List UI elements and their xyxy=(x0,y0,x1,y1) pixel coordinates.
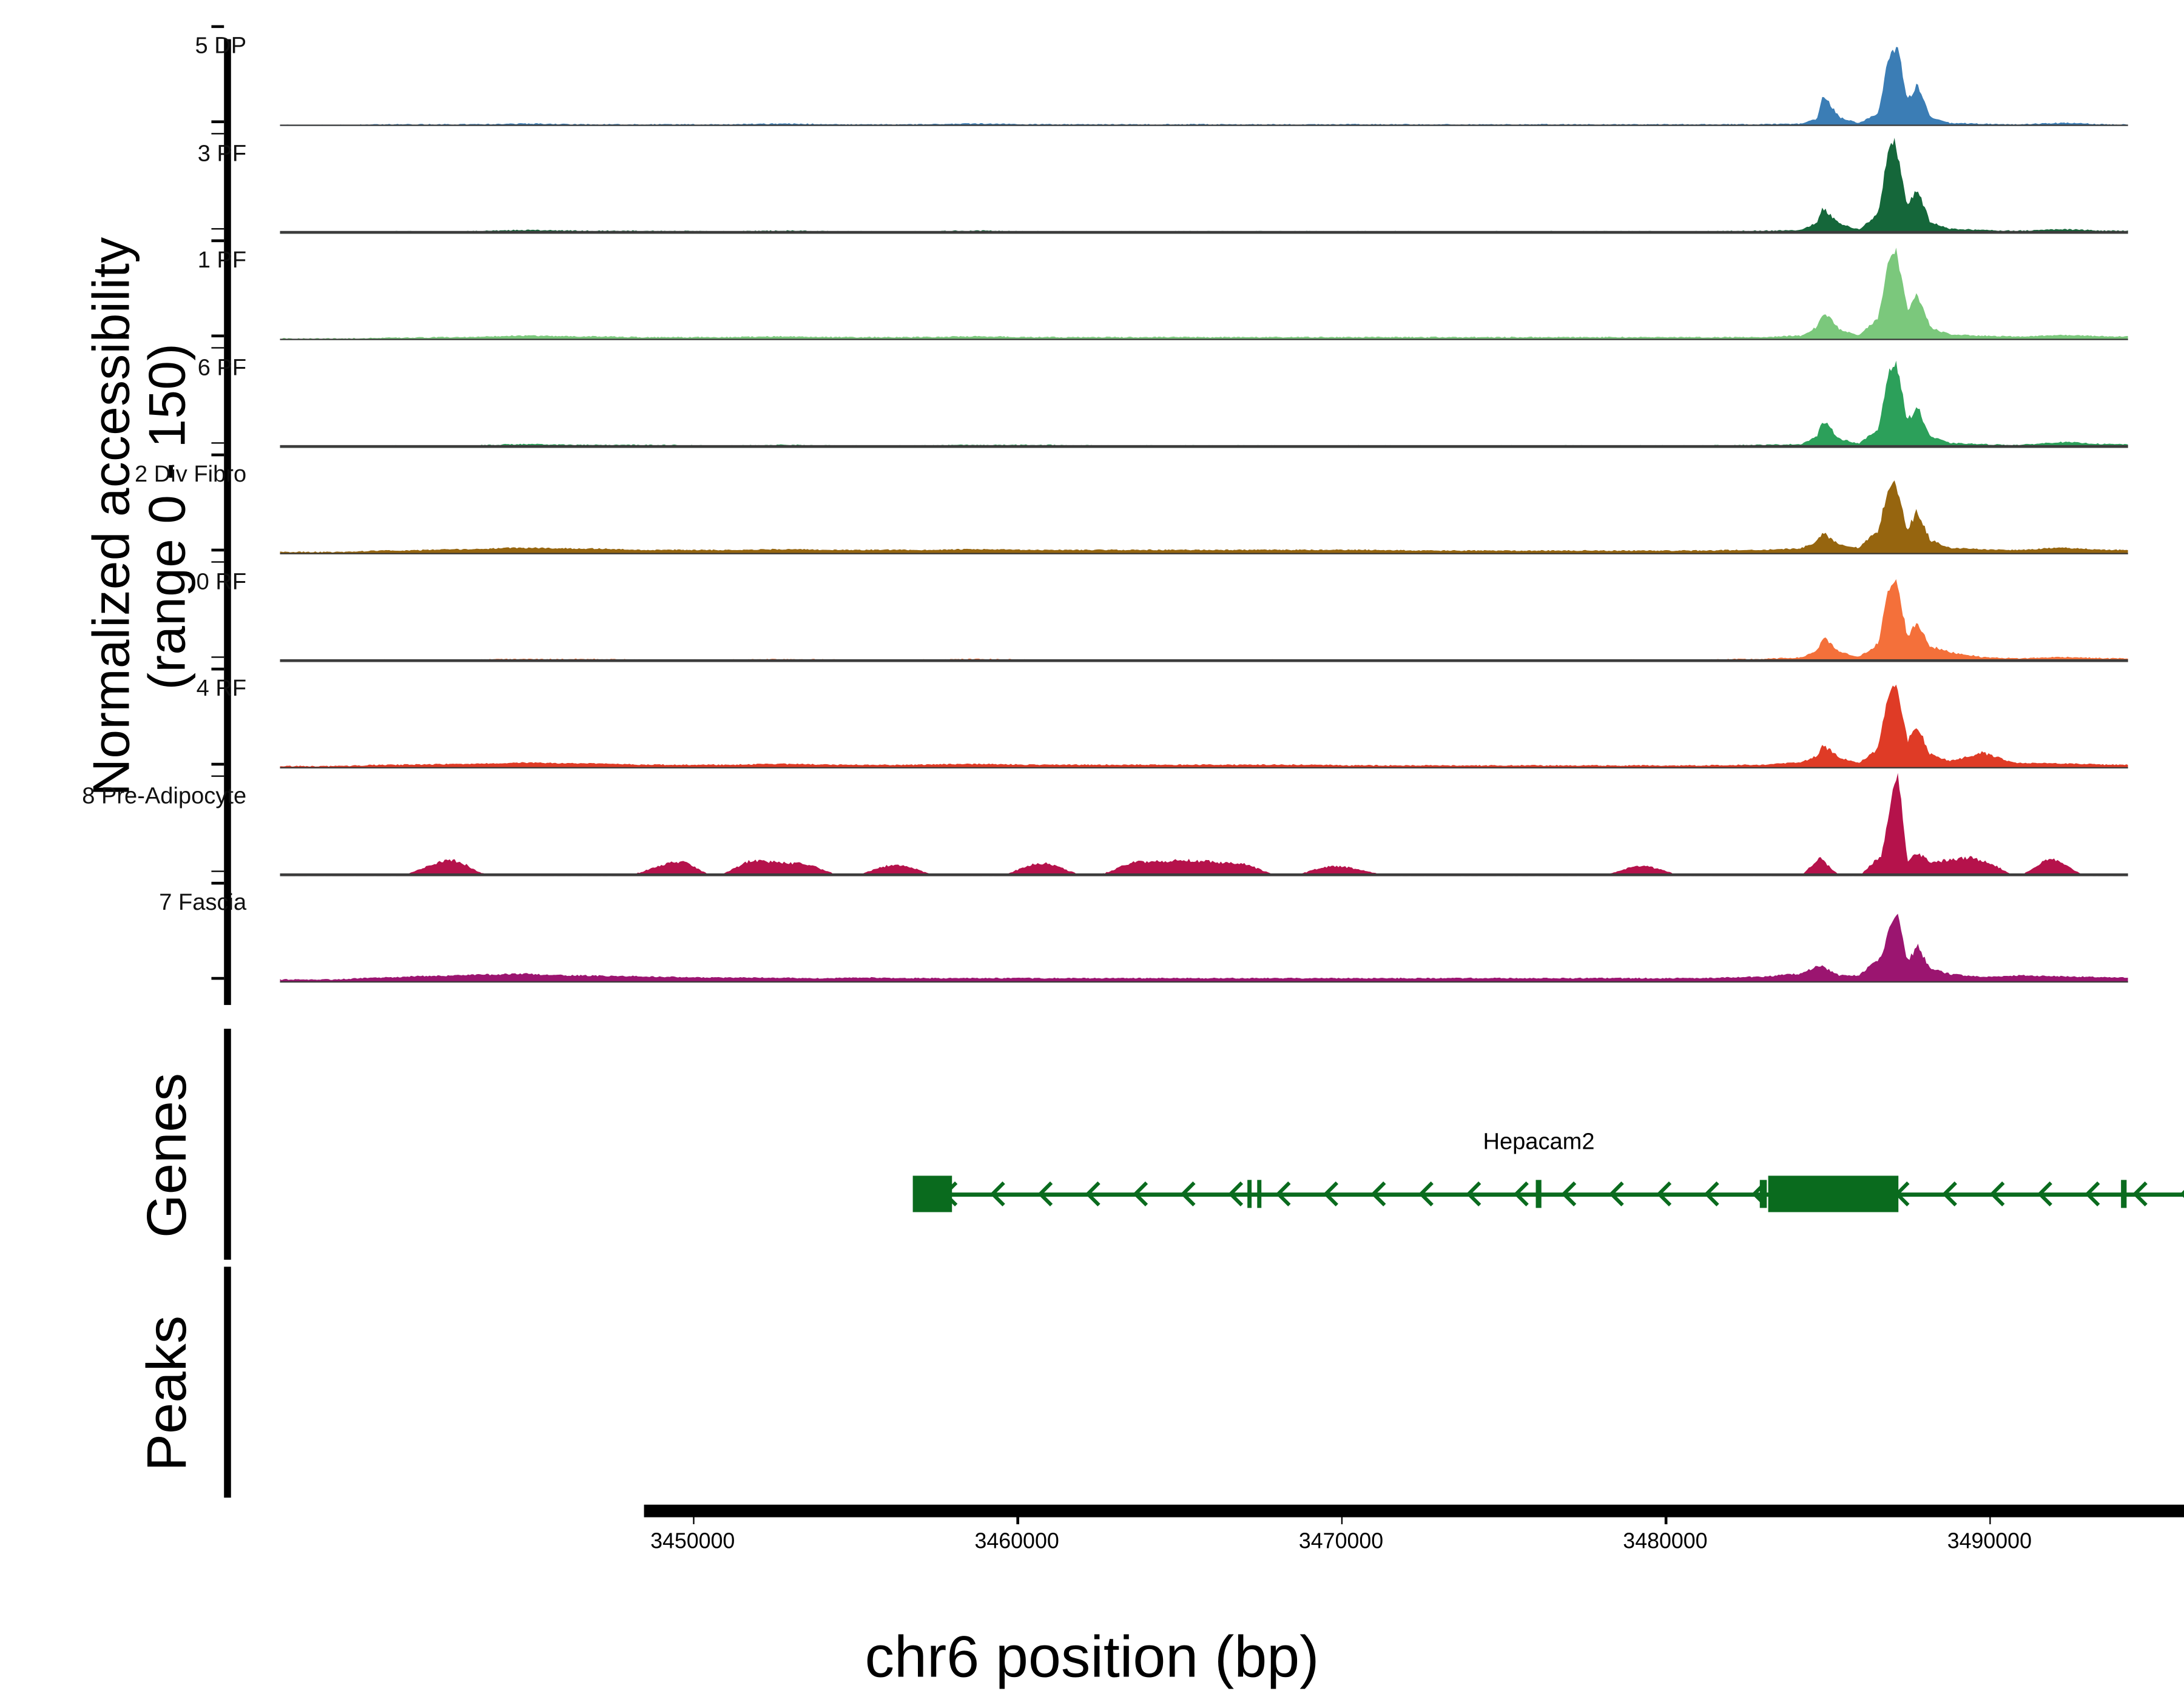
coverage-area xyxy=(280,662,2128,768)
y-axis-tick xyxy=(211,442,224,445)
y-axis-tick xyxy=(211,132,224,135)
coverage-area xyxy=(280,234,2128,340)
peaks-panel-label: Peaks xyxy=(136,1316,198,1471)
track-baseline xyxy=(280,981,2128,983)
y-axis-tick xyxy=(211,120,224,123)
y-axis-tick xyxy=(211,346,224,349)
track-baseline xyxy=(280,659,2128,662)
gene-exon xyxy=(1759,1180,1767,1208)
x-axis-tick-label: 3480000 xyxy=(1623,1530,1708,1554)
coverage-area xyxy=(280,555,2128,662)
track-label: 7 Fascia xyxy=(159,890,247,916)
track-label: 2 Div Fibro xyxy=(135,462,247,488)
signal-track: 0 RF xyxy=(197,555,2128,662)
coverage-area xyxy=(280,341,2128,448)
gene-exon xyxy=(1768,1175,1899,1212)
coverage-area xyxy=(280,769,2128,876)
strand-arrows xyxy=(943,1181,2184,1207)
figure-canvas: Normalized accessibility (range 0 - 150)… xyxy=(82,19,2184,1689)
y-axis-tick xyxy=(211,334,224,337)
x-axis-tick-label: 3450000 xyxy=(650,1530,735,1554)
track-baseline xyxy=(280,124,2128,126)
genes-panel-label: Genes xyxy=(136,1073,198,1239)
genes-track: Ccdc132Hepacam2 xyxy=(644,1029,2184,1260)
coverage-area xyxy=(280,127,2128,234)
track-baseline xyxy=(280,231,2128,234)
track-baseline xyxy=(280,445,2128,448)
y-axis-tick xyxy=(211,453,224,456)
gene-exon xyxy=(1535,1180,1542,1208)
coverage-area xyxy=(280,448,2128,554)
gene-exon xyxy=(1256,1180,1262,1208)
signal-track: 3 PF xyxy=(198,127,2128,234)
y-axis-tick xyxy=(211,25,224,28)
signal-track: 7 Fascia xyxy=(159,876,2128,983)
signal-track: 4 RF xyxy=(197,662,2128,768)
y-axis-tick xyxy=(211,762,224,765)
gene-name-label: Hepacam2 xyxy=(1483,1129,1595,1155)
signal-track: 5 DP xyxy=(195,19,2128,126)
y-axis-tick xyxy=(211,227,224,230)
x-axis-tick-label: 3490000 xyxy=(1947,1530,2032,1554)
signal-track: 1 PF xyxy=(198,234,2128,340)
track-baseline xyxy=(280,873,2128,876)
peaks-track xyxy=(644,1266,2184,1498)
track-baseline xyxy=(280,338,2128,340)
y-axis-tick xyxy=(211,239,224,242)
y-axis-tick xyxy=(211,548,224,551)
signal-panel-spine xyxy=(224,39,231,1005)
x-axis-title: chr6 position (bp) xyxy=(864,1623,1320,1690)
x-axis-tick xyxy=(1341,1510,1343,1525)
y-axis-tick xyxy=(211,881,224,884)
track-label: 0 RF xyxy=(196,569,247,594)
x-axis-tick-label: 3470000 xyxy=(1298,1530,1384,1554)
x-axis-tick xyxy=(1017,1510,1019,1525)
gene-exon xyxy=(2120,1180,2128,1208)
track-label: 1 PF xyxy=(197,247,247,273)
track-baseline xyxy=(280,766,2128,768)
x-axis-line xyxy=(644,1504,2184,1518)
track-baseline xyxy=(280,552,2128,554)
track-label: 5 DP xyxy=(195,33,247,59)
genes-panel-spine xyxy=(224,1029,231,1260)
x-axis-tick xyxy=(1989,1510,1992,1525)
y-axis-tick xyxy=(211,775,224,778)
signal-track: 2 Div Fibro xyxy=(135,448,2128,554)
x-axis-tick xyxy=(692,1510,695,1525)
track-label: 8 Pre-Adipocyte xyxy=(82,783,247,809)
coverage-area xyxy=(280,876,2128,983)
track-label: 4 RF xyxy=(196,676,247,702)
y-axis-tick xyxy=(211,656,224,659)
y-axis-tick xyxy=(211,977,224,980)
coverage-area xyxy=(280,19,2128,126)
peaks-panel-spine xyxy=(224,1266,231,1498)
y-axis-title-line2: (range 0 - 150) xyxy=(138,343,197,690)
gene-body-line xyxy=(926,1192,2184,1196)
gene-exon xyxy=(1247,1180,1253,1208)
gene-exon xyxy=(913,1175,952,1212)
y-axis-tick xyxy=(211,870,224,873)
signal-track: 8 Pre-Adipocyte xyxy=(82,769,2128,876)
signal-track: 6 PF xyxy=(198,341,2128,448)
track-label: 3 PF xyxy=(197,140,247,166)
x-axis-tick xyxy=(1665,1510,1668,1525)
x-axis-tick-label: 3460000 xyxy=(974,1530,1059,1554)
y-axis-title-line1: Normalized accessibility xyxy=(83,237,140,796)
track-label: 6 PF xyxy=(197,355,247,380)
y-axis-tick xyxy=(211,667,224,670)
y-axis-tick xyxy=(211,560,224,563)
